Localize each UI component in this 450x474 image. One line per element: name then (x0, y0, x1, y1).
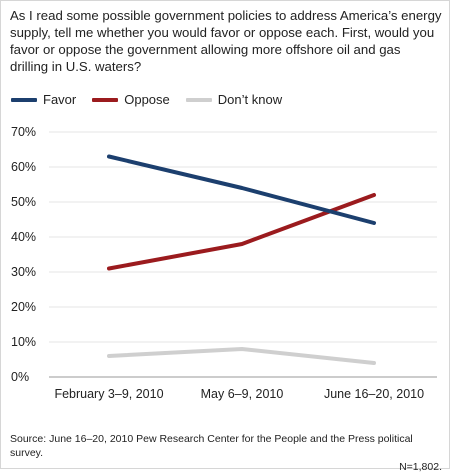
y-tick-label: 20% (11, 300, 36, 314)
legend-item-favor: Favor (11, 92, 76, 107)
series-line-oppose (107, 193, 376, 271)
data-point-dont-know (373, 362, 375, 364)
legend-label-oppose: Oppose (124, 92, 170, 107)
x-tick-label: May 6–9, 2010 (201, 387, 284, 401)
legend-swatch-dont-know (185, 97, 212, 102)
legend-label-dont-know: Don’t know (217, 92, 283, 107)
line-chart: 0% 10% 20% 30% 40% 50% 60% 70% February 3–9, 201… (11, 125, 437, 401)
legend-swatch-favor (11, 97, 37, 102)
y-tick-label: 60% (11, 160, 36, 174)
data-point-oppose (241, 243, 243, 245)
source-note: Source: June 16–20, 2010 Pew Research Ce… (10, 432, 442, 474)
legend-item-dont-know: Don’t know (185, 92, 283, 107)
y-tick-label: 70% (11, 125, 36, 139)
y-tick-label: 0% (11, 370, 29, 384)
data-point-oppose (108, 268, 110, 269)
data-point-dont-know (241, 348, 243, 350)
sample-size: N=1,802. (399, 461, 442, 473)
legend: Favor Oppose Don’t know (11, 92, 298, 107)
y-tick-label: 50% (11, 195, 36, 209)
y-tick-label: 40% (11, 230, 36, 244)
source-text: Source: June 16–20, 2010 Pew Research Ce… (10, 433, 413, 459)
series-line-favor (107, 154, 376, 225)
legend-item-oppose: Oppose (92, 92, 170, 107)
legend-label-favor: Favor (43, 92, 77, 107)
series-line-dont-know (107, 347, 376, 365)
legend-swatch-oppose (92, 97, 119, 102)
x-tick-label: June 16–20, 2010 (324, 387, 424, 401)
survey-question: As I read some possible government polic… (10, 8, 442, 74)
y-tick-label: 10% (11, 335, 36, 349)
data-point-favor (108, 156, 110, 157)
y-tick-label: 30% (11, 265, 36, 279)
data-point-oppose (373, 194, 375, 196)
data-point-favor (241, 187, 243, 189)
data-point-favor (373, 222, 375, 224)
data-point-dont-know (108, 355, 110, 357)
x-tick-label: February 3–9, 2010 (54, 387, 163, 401)
